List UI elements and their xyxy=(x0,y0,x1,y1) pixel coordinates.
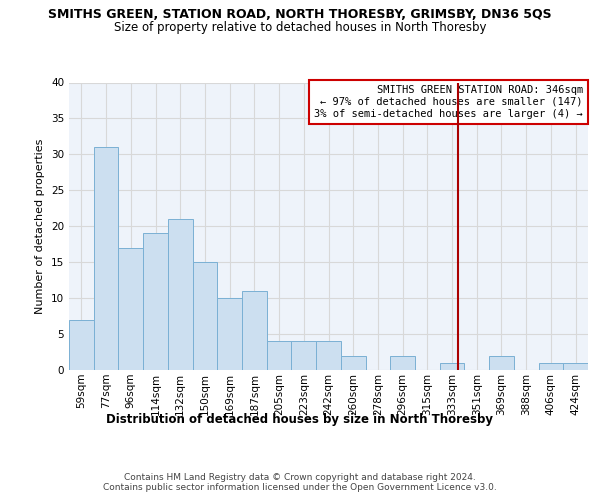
Bar xyxy=(341,356,365,370)
Y-axis label: Number of detached properties: Number of detached properties xyxy=(35,138,46,314)
Bar xyxy=(193,262,217,370)
Bar xyxy=(390,356,415,370)
Bar xyxy=(168,219,193,370)
Bar xyxy=(316,341,341,370)
Bar xyxy=(267,341,292,370)
Bar xyxy=(217,298,242,370)
Text: SMITHS GREEN STATION ROAD: 346sqm
← 97% of detached houses are smaller (147)
3% : SMITHS GREEN STATION ROAD: 346sqm ← 97% … xyxy=(314,86,583,118)
Bar xyxy=(242,291,267,370)
Bar xyxy=(489,356,514,370)
Bar xyxy=(539,363,563,370)
Bar xyxy=(143,234,168,370)
Text: Size of property relative to detached houses in North Thoresby: Size of property relative to detached ho… xyxy=(114,21,486,34)
Bar xyxy=(563,363,588,370)
Bar xyxy=(292,341,316,370)
Text: SMITHS GREEN, STATION ROAD, NORTH THORESBY, GRIMSBY, DN36 5QS: SMITHS GREEN, STATION ROAD, NORTH THORES… xyxy=(48,8,552,20)
Bar xyxy=(94,147,118,370)
Bar xyxy=(69,320,94,370)
Text: Distribution of detached houses by size in North Thoresby: Distribution of detached houses by size … xyxy=(107,412,493,426)
Bar xyxy=(440,363,464,370)
Text: Contains HM Land Registry data © Crown copyright and database right 2024.
Contai: Contains HM Land Registry data © Crown c… xyxy=(103,472,497,492)
Bar xyxy=(118,248,143,370)
